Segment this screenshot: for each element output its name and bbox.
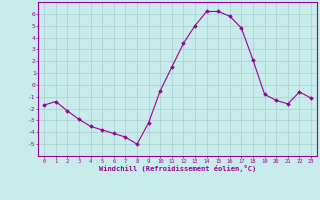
X-axis label: Windchill (Refroidissement éolien,°C): Windchill (Refroidissement éolien,°C) bbox=[99, 165, 256, 172]
